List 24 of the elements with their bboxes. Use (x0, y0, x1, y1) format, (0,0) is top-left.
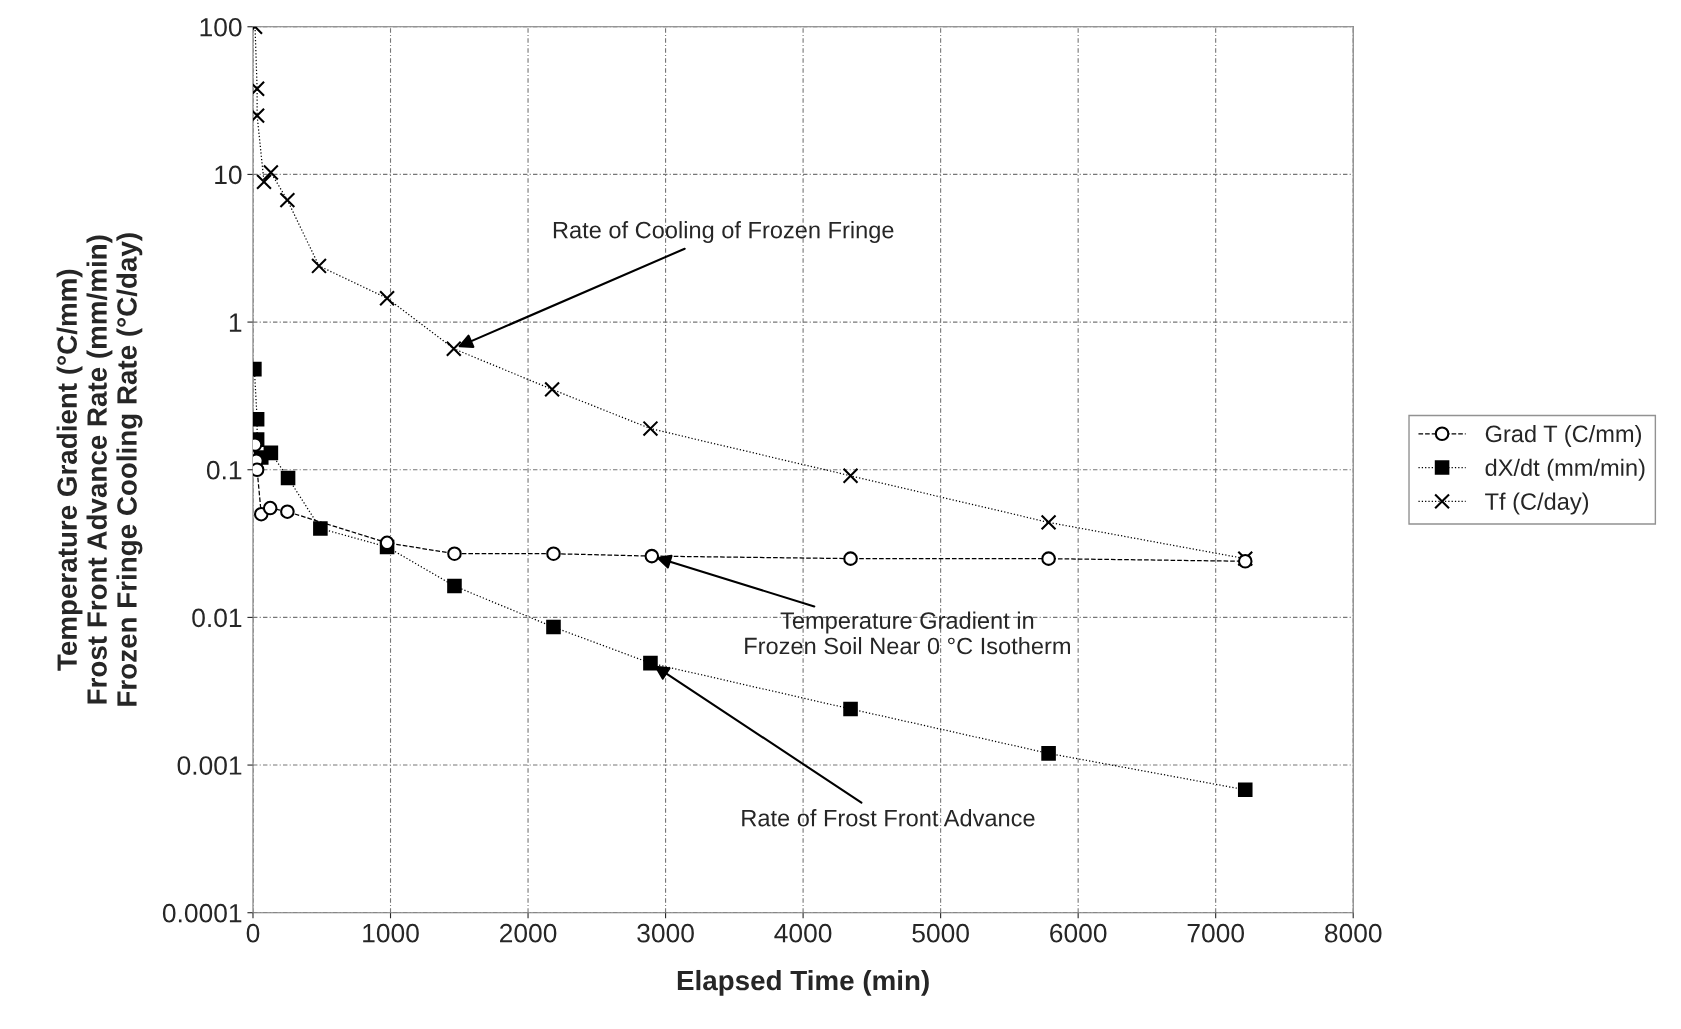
y-tick-label: 10 (215, 165, 242, 185)
legend-label: Tf (C/day) (1485, 492, 1589, 515)
y-tick-label: 0.001 (177, 756, 242, 775)
y-tick-label: 100 (200, 17, 242, 37)
x-tick-label: 3000 (637, 923, 694, 943)
y-axis-title: Temperature Gradient (°C/mm) Frost Front Advance Rate (mm/min) Frozen Fringe Cooling Rate (°C/day) (56, 233, 143, 706)
x-axis-title: Elapsed Time (min) (677, 969, 929, 996)
y-tick-label: 0.01 (192, 608, 242, 628)
x-tick-label: 6000 (1050, 923, 1107, 943)
x-tick-label: 7000 (1187, 923, 1244, 943)
y-tick-label: 0.0001 (162, 903, 242, 923)
x-tick-label: 8000 (1325, 923, 1382, 943)
annotation: Temperature Gradient in Frozen Soil Near 0 °C Isotherm (745, 611, 1070, 655)
annotation: Rate of Frost Front Advance (742, 809, 1035, 827)
x-tick-label: 0 (246, 923, 260, 943)
annotation: Rate of Cooling of Frozen Fringe (553, 221, 894, 244)
y-tick-label: 1 (229, 313, 242, 332)
x-tick-label: 1000 (363, 923, 419, 943)
legend-label: dX/dt (mm/min) (1485, 458, 1645, 481)
x-tick-label: 2000 (500, 923, 557, 943)
legend-label: Grad T (C/mm) (1485, 424, 1641, 447)
y-tick-label: 0.1 (206, 460, 242, 480)
x-tick-label: 5000 (912, 923, 969, 943)
x-tick-label: 4000 (774, 923, 832, 943)
